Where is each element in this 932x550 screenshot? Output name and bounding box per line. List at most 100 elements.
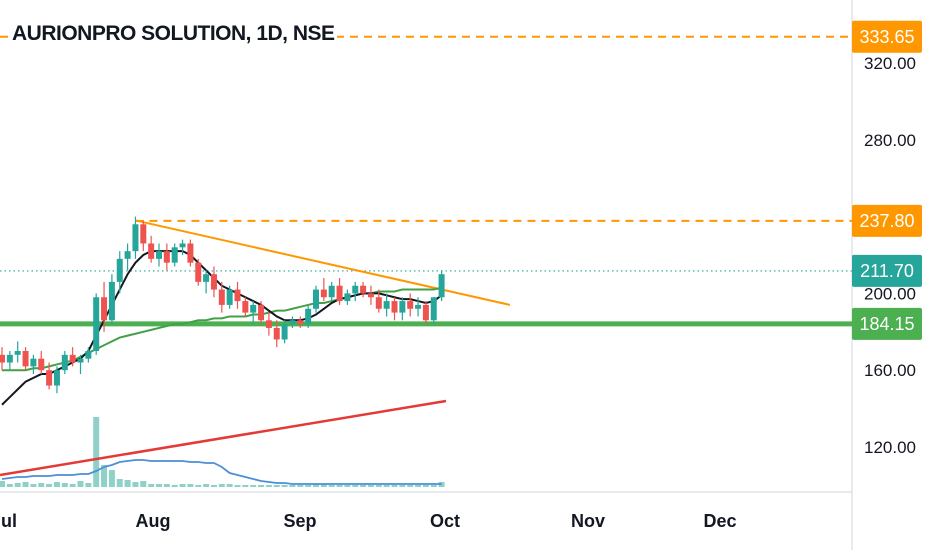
candle-body — [328, 285, 335, 298]
candle-body — [399, 301, 406, 313]
candle-body — [14, 351, 21, 355]
volume-bar — [226, 484, 233, 487]
volume-bar — [242, 485, 249, 487]
price-label-box — [852, 20, 922, 53]
volume-bar — [210, 485, 217, 487]
candle-body — [163, 251, 170, 263]
volume-bar — [101, 465, 108, 487]
volume-bar — [148, 484, 155, 487]
volume-bar — [234, 485, 241, 487]
volume-bar — [430, 485, 437, 487]
chart-title: AURIONPRO SOLUTION, 1D, NSE — [10, 22, 337, 46]
candle-body — [313, 289, 319, 309]
candle-body — [242, 301, 249, 313]
candle-body — [195, 262, 202, 282]
candle-body — [85, 351, 92, 359]
volume-bar — [415, 485, 422, 487]
candle-body — [305, 308, 312, 325]
volume-bar — [352, 485, 359, 487]
candle-body — [148, 243, 155, 259]
volume-bar — [163, 484, 170, 487]
x-tick-label: Dec — [703, 511, 736, 531]
candle-body — [171, 247, 178, 263]
candle-body — [422, 304, 429, 321]
candle-body — [61, 354, 68, 371]
volume-bar — [313, 484, 319, 487]
candle-body — [297, 320, 304, 325]
volume-bar — [258, 485, 265, 487]
candle-body — [69, 354, 76, 363]
volume-bar — [218, 484, 225, 487]
candle-body — [140, 224, 147, 244]
candle-body — [391, 301, 398, 313]
candle-body — [108, 281, 115, 321]
volume-bar — [273, 485, 280, 487]
volume-bar — [195, 485, 202, 487]
candle-body — [265, 320, 272, 328]
price-label-text: 211.70 — [860, 261, 914, 281]
price-label-text: 237.80 — [859, 211, 914, 231]
candle-body — [53, 370, 60, 386]
candle-body — [46, 370, 53, 386]
volume-bar — [156, 484, 162, 487]
volume-bar — [422, 485, 429, 487]
volume-bar — [132, 482, 139, 487]
volume-bar — [77, 481, 84, 487]
candle-body — [179, 243, 186, 248]
volume-bar — [140, 481, 147, 487]
candle-body — [124, 251, 131, 259]
volume-bar — [171, 485, 178, 487]
volume-bar — [250, 485, 257, 487]
price-label-box — [852, 307, 922, 340]
long-term-trendline — [0, 399, 447, 477]
candle-body — [344, 293, 351, 302]
candle-body — [438, 274, 445, 298]
price-label-box — [852, 254, 922, 287]
volume-bar — [69, 484, 76, 487]
volume-bar — [328, 485, 335, 487]
candle-body — [336, 285, 343, 302]
descending-trendline — [135, 219, 511, 306]
volume-bar — [22, 482, 29, 487]
volume-bar — [289, 485, 296, 487]
y-tick-label: 120.00 — [864, 438, 916, 457]
candle-body — [132, 224, 139, 252]
candle-body — [156, 251, 162, 259]
volume-bar — [203, 484, 210, 487]
volume-bar — [108, 470, 115, 487]
volume-bar — [305, 485, 312, 487]
candle-body — [320, 289, 327, 298]
volume-bar — [399, 485, 406, 487]
volume-bar — [124, 480, 131, 487]
y-tick-label: 160.00 — [864, 361, 916, 380]
volume-bar — [116, 479, 123, 487]
y-tick-label: 280.00 — [864, 131, 916, 150]
volume-bar — [360, 485, 367, 487]
x-tick-label: Nov — [571, 511, 605, 531]
volume-bar — [407, 485, 414, 487]
volume-bar — [61, 483, 68, 487]
candle-body — [258, 304, 265, 321]
candle-body — [383, 301, 390, 309]
candle-body — [22, 351, 29, 367]
volume-bar — [14, 483, 21, 487]
y-tick-label: 200.00 — [864, 284, 916, 303]
candle-body — [0, 354, 5, 363]
price-label-text: 333.65 — [859, 27, 914, 47]
candle-body — [407, 301, 414, 309]
candle-body — [203, 274, 210, 282]
candle-body — [250, 304, 257, 313]
candle-body — [93, 297, 100, 351]
y-tick-label: 320.00 — [864, 54, 916, 73]
candle-body — [38, 358, 45, 371]
candle-body — [415, 304, 422, 309]
candle-body — [218, 289, 225, 305]
candle-body — [430, 297, 437, 321]
candle-body — [116, 258, 123, 282]
price-label-text: 184.15 — [859, 314, 914, 334]
volume-bar — [391, 485, 398, 487]
candle-body — [234, 289, 241, 302]
candle-body — [360, 285, 367, 294]
